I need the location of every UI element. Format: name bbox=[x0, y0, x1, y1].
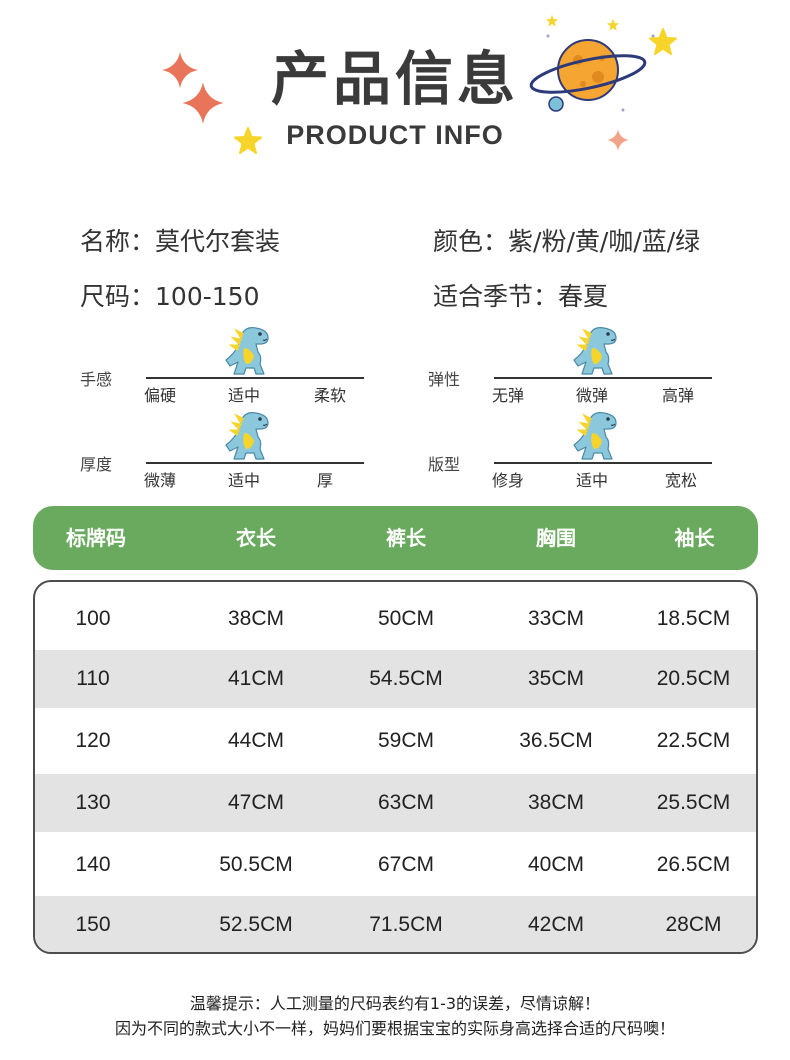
scale-fit: 版型 修身 适中 宽松 bbox=[428, 407, 788, 490]
table-row: 130 47CM 63CM 38CM 25.5CM bbox=[35, 774, 756, 832]
table-cell: 71.5CM bbox=[369, 913, 443, 936]
product-season-label: 适合季节： bbox=[433, 282, 559, 311]
scale-line bbox=[494, 462, 712, 464]
sparkle-icon bbox=[182, 82, 224, 124]
table-cell: 52.5CM bbox=[219, 913, 293, 936]
size-table: 100 38CM 50CM 33CM 18.5CM 110 41CM 54.5C… bbox=[33, 580, 758, 954]
scale-option: 微薄 bbox=[144, 471, 177, 490]
table-row: 110 41CM 54.5CM 35CM 20.5CM bbox=[35, 650, 756, 708]
scale-option: 适中 bbox=[228, 386, 261, 405]
product-size-value: 100-150 bbox=[155, 282, 260, 311]
scale-elasticity: 弹性 无弹 微弹 高弹 bbox=[428, 322, 788, 405]
scale-option: 柔软 bbox=[314, 386, 347, 405]
star-icon bbox=[606, 18, 620, 31]
column-header-chest: 胸围 bbox=[536, 526, 576, 550]
table-cell: 36.5CM bbox=[519, 729, 593, 752]
table-cell: 25.5CM bbox=[656, 791, 731, 814]
dinosaur-icon bbox=[568, 407, 624, 467]
scale-option: 适中 bbox=[228, 471, 261, 490]
table-cell: 22.5CM bbox=[656, 729, 731, 752]
scale-option: 宽松 bbox=[665, 471, 698, 490]
table-cell: 59CM bbox=[377, 729, 435, 752]
table-row: 100 38CM 50CM 33CM 18.5CM bbox=[35, 590, 756, 648]
scale-option: 修身 bbox=[492, 471, 525, 490]
column-header-top-length: 衣长 bbox=[236, 526, 276, 550]
table-cell: 67CM bbox=[377, 853, 435, 876]
tip-note: 温馨提示：人工测量的尺码表约有1-3的误差，尽情谅解！ bbox=[189, 994, 601, 1013]
size-table-header: 标牌码 衣长 裤长 胸围 袖长 bbox=[33, 506, 758, 570]
table-cell: 20.5CM bbox=[656, 667, 731, 690]
scale-option: 偏硬 bbox=[144, 386, 177, 405]
table-row: 150 52.5CM 71.5CM 42CM 28CM bbox=[35, 896, 756, 952]
page-subtitle: PRODUCT INFO bbox=[286, 120, 504, 150]
table-cell: 63CM bbox=[377, 791, 435, 814]
sparkle-icon bbox=[162, 52, 198, 88]
scale-label: 弹性 bbox=[428, 370, 461, 389]
product-name-row: 名称：莫代尔套装 bbox=[80, 222, 280, 258]
scale-thickness: 厚度 微薄 适中 厚 bbox=[80, 407, 440, 490]
table-cell: 150 bbox=[75, 913, 111, 936]
table-cell: 33CM bbox=[527, 607, 585, 630]
dinosaur-icon bbox=[220, 407, 276, 467]
tip-note-detail: 因为不同的款式大小不一样，妈妈们要根据宝宝的实际身高选择合适的尺码噢！ bbox=[114, 1019, 675, 1038]
scale-option: 微弹 bbox=[576, 386, 609, 405]
table-cell: 44CM bbox=[227, 729, 285, 752]
table-cell: 140 bbox=[75, 853, 111, 876]
star-icon bbox=[234, 127, 262, 154]
scale-option: 厚 bbox=[317, 471, 334, 490]
page-title: 产品信息 bbox=[270, 45, 519, 113]
table-cell: 130 bbox=[75, 791, 111, 814]
planet-icon bbox=[529, 34, 655, 112]
sparkle-icon bbox=[607, 129, 629, 151]
scale-label: 版型 bbox=[428, 455, 461, 474]
table-cell: 35CM bbox=[527, 667, 585, 690]
scale-option: 高弹 bbox=[662, 386, 695, 405]
table-cell: 47CM bbox=[227, 791, 285, 814]
table-cell: 18.5CM bbox=[656, 607, 731, 630]
table-cell: 120 bbox=[75, 729, 111, 752]
table-cell: 26.5CM bbox=[656, 853, 731, 876]
product-size-label: 尺码： bbox=[80, 282, 156, 311]
scale-line bbox=[146, 462, 364, 464]
dinosaur-icon bbox=[220, 322, 276, 382]
scale-option: 无弹 bbox=[492, 386, 525, 405]
product-color-label: 颜色： bbox=[433, 227, 509, 256]
table-cell: 38CM bbox=[527, 791, 585, 814]
dinosaur-icon bbox=[568, 322, 624, 382]
table-cell: 110 bbox=[76, 667, 110, 690]
scale-option: 适中 bbox=[576, 471, 609, 490]
table-row: 140 50.5CM 67CM 40CM 26.5CM bbox=[35, 836, 756, 894]
scale-hand-feel: 手感 偏硬 适中 柔软 bbox=[80, 322, 440, 405]
star-icon bbox=[545, 14, 559, 27]
table-cell: 28CM bbox=[665, 913, 722, 936]
table-cell: 50CM bbox=[377, 607, 435, 630]
table-cell: 40CM bbox=[527, 853, 585, 876]
table-cell: 54.5CM bbox=[369, 667, 443, 690]
product-season-value: 春夏 bbox=[558, 282, 609, 311]
scale-line bbox=[146, 377, 364, 379]
column-header-pants-length: 裤长 bbox=[386, 526, 426, 550]
table-cell: 42CM bbox=[527, 913, 585, 936]
scale-line bbox=[494, 377, 712, 379]
table-cell: 100 bbox=[75, 607, 111, 630]
table-cell: 50.5CM bbox=[219, 853, 293, 876]
product-size-row: 尺码：100-150 bbox=[80, 277, 259, 313]
star-icon bbox=[649, 28, 677, 55]
table-cell: 38CM bbox=[227, 607, 285, 630]
product-color-row: 颜色：紫/粉/黄/咖/蓝/绿 bbox=[433, 222, 700, 258]
product-name-label: 名称： bbox=[80, 227, 156, 256]
table-row: 120 44CM 59CM 36.5CM 22.5CM bbox=[35, 712, 756, 770]
column-header-tag-size: 标牌码 bbox=[66, 526, 126, 550]
column-header-sleeve: 袖长 bbox=[674, 526, 715, 550]
product-name-value: 莫代尔套装 bbox=[155, 227, 281, 256]
product-color-value: 紫/粉/黄/咖/蓝/绿 bbox=[508, 227, 701, 256]
table-cell: 41CM bbox=[227, 667, 285, 690]
product-season-row: 适合季节：春夏 bbox=[433, 277, 608, 313]
scale-label: 厚度 bbox=[80, 455, 113, 474]
scale-label: 手感 bbox=[80, 370, 113, 389]
